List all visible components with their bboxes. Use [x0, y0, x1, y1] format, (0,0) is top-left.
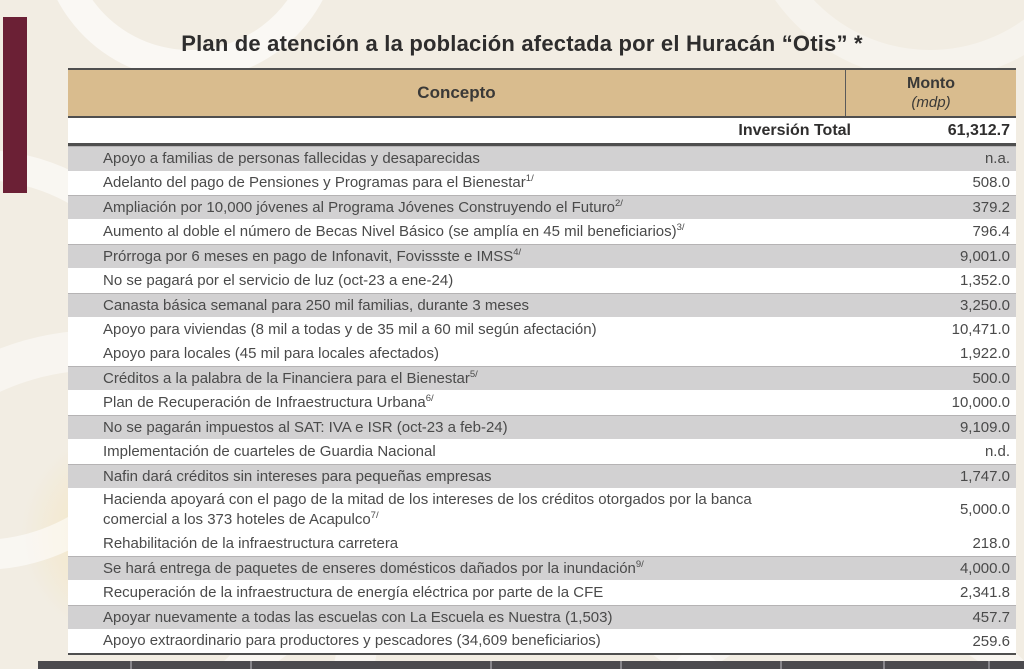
row-concepto: No se pagarán impuestos al SAT: IVA e IS…: [103, 418, 508, 436]
row-monto: 508.0: [972, 174, 1010, 192]
strip-tick: [780, 661, 782, 669]
header-monto-unit: (mdp): [911, 93, 951, 111]
row-concepto: Canasta básica semanal para 250 mil fami…: [103, 296, 530, 314]
row-monto: 10,000.0: [951, 394, 1010, 412]
table-row: Canasta básica semanal para 250 mil fami…: [68, 292, 1016, 318]
table-header-row: Concepto Monto (mdp): [68, 68, 1016, 118]
table-row: Hacienda apoyará con el pago de la mitad…: [68, 488, 1016, 532]
row-concepto: Apoyo para viviendas (8 mil a todas y de…: [103, 320, 597, 338]
row-monto: 10,471.0: [951, 320, 1010, 338]
row-concepto: Recuperación de la infraestructura de en…: [103, 583, 604, 601]
header-concepto: Concepto: [417, 83, 496, 102]
row-concepto: Apoyar nuevamente a todas las escuelas c…: [103, 608, 613, 626]
footnote-marker: 5/: [469, 368, 478, 380]
table-row: No se pagará por el servicio de luz (oct…: [68, 268, 1016, 293]
row-concepto: Ampliación por 10,000 jóvenes al Program…: [103, 197, 623, 216]
row-concepto: Prórroga por 6 meses en pago de Infonavi…: [103, 246, 522, 265]
table-row: Apoyo para viviendas (8 mil a todas y de…: [68, 317, 1016, 342]
footnote-marker: 9/: [635, 558, 644, 570]
row-concepto: Apoyo a familias de personas fallecidas …: [103, 150, 480, 167]
footnote-marker: 1/: [525, 172, 534, 184]
table-row: Apoyar nuevamente a todas las escuelas c…: [68, 604, 1016, 630]
row-monto: 1,922.0: [959, 345, 1010, 363]
row-concepto: Se hará entrega de paquetes de enseres d…: [103, 558, 644, 577]
strip-tick: [130, 661, 132, 669]
strip-tick: [988, 661, 990, 669]
row-monto: 500.0: [972, 370, 1010, 388]
footnote-marker: 2/: [614, 197, 623, 209]
row-concepto: Créditos a la palabra de la Financiera p…: [103, 368, 478, 387]
row-monto: 796.4: [972, 223, 1010, 241]
table-row: Aumento al doble el número de Becas Nive…: [68, 219, 1016, 244]
table-row: No se pagarán impuestos al SAT: IVA e IS…: [68, 414, 1016, 440]
header-monto: Monto (mdp): [845, 70, 1016, 116]
row-concepto: Hacienda apoyará con el pago de la mitad…: [103, 491, 752, 528]
row-monto: 1,352.0: [959, 271, 1010, 289]
row-monto: 9,109.0: [959, 419, 1010, 437]
row-concepto: Nafin dará créditos sin intereses para p…: [103, 467, 492, 485]
row-concepto: Plan de Recuperación de Infraestructura …: [103, 392, 434, 411]
row-monto: 1,747.0: [959, 467, 1010, 485]
page-title: Plan de atención a la población afectada…: [181, 31, 863, 56]
footnote-marker: 7/: [370, 509, 379, 521]
strip-tick: [620, 661, 622, 669]
row-monto: 4,000.0: [959, 559, 1010, 577]
table-row: Créditos a la palabra de la Financiera p…: [68, 365, 1016, 391]
table-row: Recuperación de la infraestructura de en…: [68, 580, 1016, 605]
left-accent-bar: [3, 17, 27, 193]
row-concepto: Aumento al doble el número de Becas Nive…: [103, 221, 685, 240]
strip-tick: [250, 661, 252, 669]
bottom-strip: [38, 661, 1024, 669]
strip-tick: [883, 661, 885, 669]
row-monto: 379.2: [972, 199, 1010, 217]
table-row: Apoyo a familias de personas fallecidas …: [68, 146, 1016, 171]
total-label: Inversión Total: [738, 121, 851, 139]
row-concepto: No se pagará por el servicio de luz (oct…: [103, 271, 454, 289]
table-row: Nafin dará créditos sin intereses para p…: [68, 463, 1016, 489]
table-row: Implementación de cuarteles de Guardia N…: [68, 439, 1016, 464]
strip-tick: [490, 661, 492, 669]
header-monto-label: Monto: [907, 74, 955, 92]
row-concepto: Implementación de cuarteles de Guardia N…: [103, 442, 436, 460]
row-monto: 5,000.0: [959, 501, 1010, 519]
row-monto: n.a.: [984, 150, 1010, 168]
table-row: Adelanto del pago de Pensiones y Program…: [68, 170, 1016, 195]
row-monto: 218.0: [972, 534, 1010, 552]
plan-table: Concepto Monto (mdp) Inversión Total 61,…: [68, 68, 1016, 656]
total-row: Inversión Total 61,312.7: [68, 118, 1016, 146]
table-body: Apoyo a familias de personas fallecidas …: [68, 146, 1016, 654]
footnote-marker: 4/: [513, 246, 522, 258]
row-monto: 259.6: [972, 632, 1010, 650]
table-row: Rehabilitación de la infraestructura car…: [68, 531, 1016, 556]
table-row: Prórroga por 6 meses en pago de Infonavi…: [68, 243, 1016, 269]
table-row: Apoyo para locales (45 mil para locales …: [68, 341, 1016, 366]
row-concepto: Apoyo para locales (45 mil para locales …: [103, 345, 440, 362]
table-row: Apoyo extraordinario para productores y …: [68, 629, 1016, 654]
row-monto: 3,250.0: [959, 296, 1010, 314]
footnote-marker: 3/: [676, 221, 685, 233]
row-monto: 2,341.8: [959, 583, 1010, 601]
row-concepto: Apoyo extraordinario para productores y …: [103, 632, 601, 650]
table-row: Ampliación por 10,000 jóvenes al Program…: [68, 194, 1016, 220]
row-concepto: Rehabilitación de la infraestructura car…: [103, 534, 399, 552]
table-row: Se hará entrega de paquetes de enseres d…: [68, 555, 1016, 581]
table-row: Plan de Recuperación de Infraestructura …: [68, 390, 1016, 415]
row-monto: n.d.: [984, 443, 1010, 461]
row-monto: 9,001.0: [959, 248, 1010, 266]
row-concepto: Adelanto del pago de Pensiones y Program…: [103, 172, 534, 191]
footnote-marker: 6/: [425, 392, 434, 404]
total-value: 61,312.7: [947, 121, 1010, 139]
row-monto: 457.7: [972, 608, 1010, 626]
